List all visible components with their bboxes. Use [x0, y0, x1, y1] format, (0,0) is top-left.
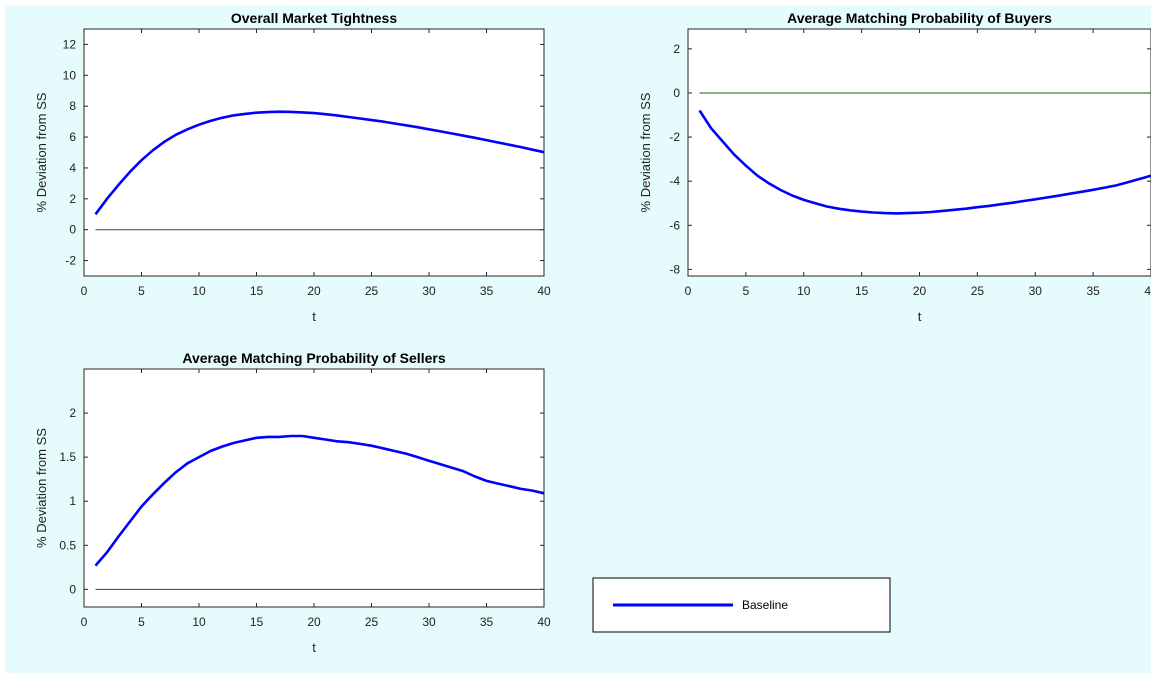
x-tick-label: 5: [743, 284, 750, 298]
y-tick-label: -8: [669, 262, 680, 276]
x-tick-label: 20: [307, 615, 321, 629]
series-line-baseline: [94, 110, 545, 216]
x-axis-label: t: [918, 309, 922, 324]
x-tick-label: 10: [192, 615, 206, 629]
y-tick-label: 10: [63, 68, 77, 82]
y-axis-label: % Deviation from SS: [34, 428, 49, 548]
x-tick-label: 0: [81, 284, 88, 298]
x-tick-label: 35: [480, 615, 494, 629]
y-tick-label: 0: [673, 86, 680, 100]
y-tick-label: 2: [673, 42, 680, 56]
series-line-baseline: [698, 109, 1151, 215]
y-tick-label: 12: [63, 37, 77, 51]
y-axis-label: % Deviation from SS: [34, 92, 49, 212]
x-tick-label: 5: [138, 615, 145, 629]
legend: Baseline: [592, 577, 891, 633]
x-tick-label: 40: [1144, 284, 1151, 298]
x-tick-label: 15: [250, 615, 264, 629]
x-tick-label: 30: [422, 284, 436, 298]
x-tick-label: 30: [422, 615, 436, 629]
subplot-sellers-matching-probability: Average Matching Probability of Sellers …: [34, 350, 551, 655]
y-tick-label: -6: [669, 218, 680, 232]
x-tick-label: 25: [365, 284, 379, 298]
x-axis-label: t: [312, 309, 316, 324]
x-tick-label: 35: [1086, 284, 1100, 298]
x-tick-label: 25: [971, 284, 985, 298]
x-tick-label: 35: [480, 284, 494, 298]
subplot-title: Overall Market Tightness: [231, 10, 397, 26]
y-tick-label: -4: [669, 174, 680, 188]
y-tick-label: 8: [69, 99, 76, 113]
y-axis-label: % Deviation from SS: [638, 92, 653, 212]
x-tick-label: 10: [192, 284, 206, 298]
y-tick-label: 6: [69, 130, 76, 144]
y-tick-label: 0: [69, 223, 76, 237]
x-tick-label: 5: [138, 284, 145, 298]
subplot-overall-market-tightness: Overall Market Tightness t % Deviation f…: [34, 10, 551, 324]
y-tick-label: 1.5: [59, 450, 76, 464]
y-tick-label: -2: [669, 130, 680, 144]
y-tick-label: 0.5: [59, 538, 76, 552]
x-tick-label: 30: [1029, 284, 1043, 298]
plot-area: [83, 368, 545, 608]
x-tick-label: 0: [685, 284, 692, 298]
y-tick-label: 4: [69, 161, 76, 175]
subplot-title: Average Matching Probability of Buyers: [787, 10, 1052, 26]
y-tick-label: 2: [69, 406, 76, 420]
subplot-title: Average Matching Probability of Sellers: [182, 350, 445, 366]
plot-area: [687, 28, 1151, 277]
x-tick-label: 0: [81, 615, 88, 629]
y-tick-label: 1: [69, 494, 76, 508]
x-tick-label: 10: [797, 284, 811, 298]
legend-label-baseline: Baseline: [742, 598, 788, 612]
x-tick-label: 40: [537, 284, 551, 298]
plot-area: [83, 28, 545, 277]
series-line-baseline: [94, 434, 545, 567]
x-tick-label: 25: [365, 615, 379, 629]
x-tick-label: 20: [913, 284, 927, 298]
x-tick-label: 15: [250, 284, 264, 298]
x-tick-label: 40: [537, 615, 551, 629]
subplot-buyers-matching-probability: Average Matching Probability of Buyers t…: [638, 10, 1151, 324]
y-tick-label: 0: [69, 582, 76, 596]
y-tick-label: 2: [69, 192, 76, 206]
x-tick-label: 20: [307, 284, 321, 298]
x-axis-label: t: [312, 640, 316, 655]
x-tick-label: 15: [855, 284, 869, 298]
y-tick-label: -2: [65, 254, 76, 268]
